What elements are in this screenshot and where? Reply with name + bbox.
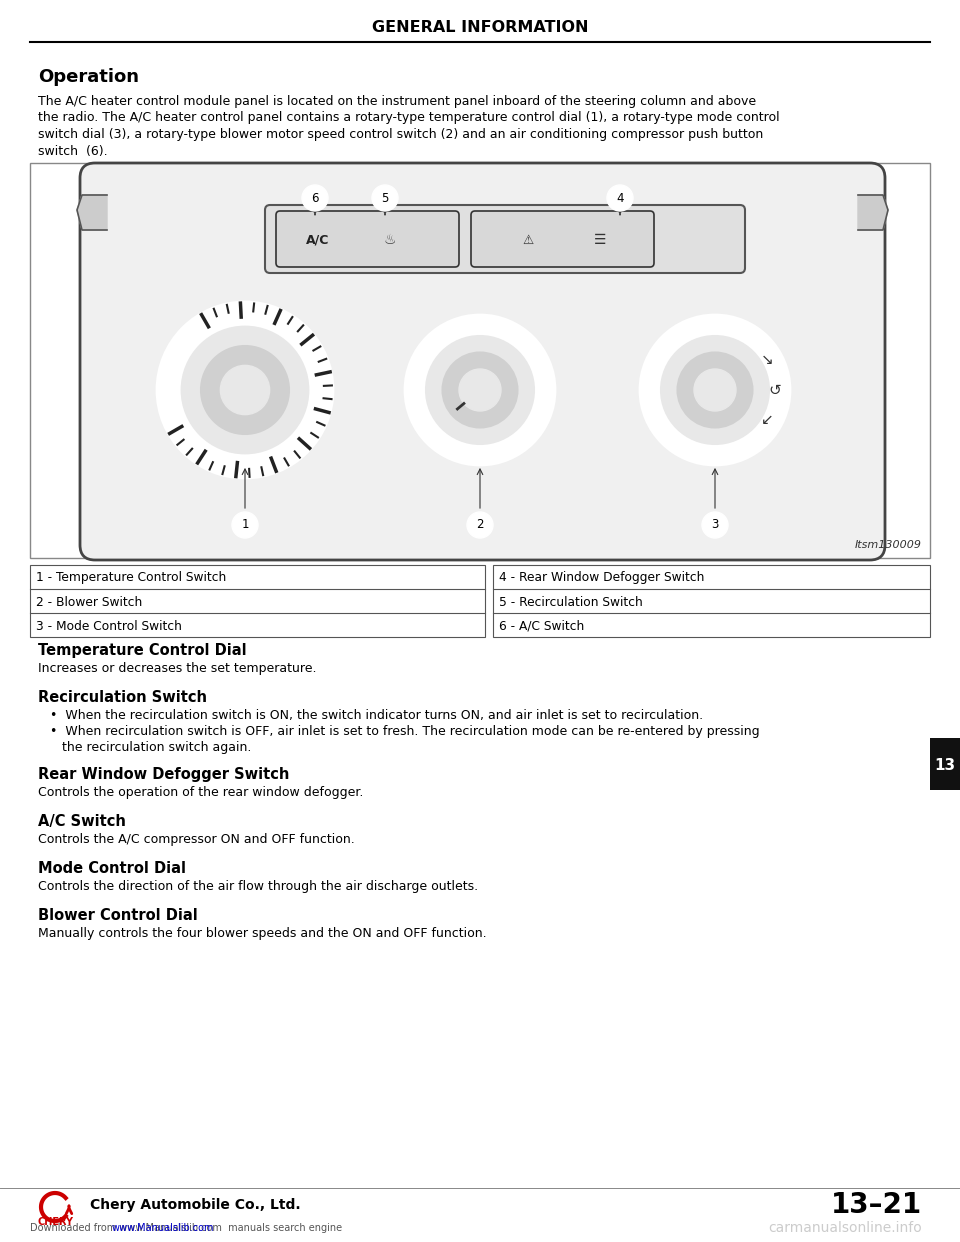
Text: A/C: A/C — [306, 233, 329, 246]
Text: 5 - Recirculation Switch: 5 - Recirculation Switch — [499, 595, 643, 609]
Text: ↺: ↺ — [769, 383, 781, 397]
Text: 1 - Temperature Control Switch: 1 - Temperature Control Switch — [36, 571, 227, 585]
Text: A/C Switch: A/C Switch — [38, 814, 126, 828]
Circle shape — [181, 327, 308, 453]
Circle shape — [372, 185, 398, 211]
Bar — [493, 565, 930, 637]
Text: 13: 13 — [934, 758, 955, 773]
Text: Operation: Operation — [38, 68, 139, 86]
Circle shape — [302, 185, 328, 211]
Text: Controls the direction of the air flow through the air discharge outlets.: Controls the direction of the air flow t… — [38, 881, 478, 893]
Text: CHERY: CHERY — [37, 1217, 73, 1227]
Bar — [930, 738, 960, 790]
Text: carmanualsonline.info: carmanualsonline.info — [768, 1221, 922, 1235]
Circle shape — [157, 302, 333, 478]
Circle shape — [467, 512, 493, 538]
Circle shape — [607, 185, 633, 211]
FancyBboxPatch shape — [276, 211, 459, 267]
Text: switch dial (3), a rotary-type blower motor speed control switch (2) and an air : switch dial (3), a rotary-type blower mo… — [38, 128, 763, 142]
Text: ↙: ↙ — [760, 412, 774, 427]
Circle shape — [405, 315, 555, 465]
Text: the recirculation switch again.: the recirculation switch again. — [62, 741, 252, 754]
Bar — [30, 565, 485, 637]
Text: 2: 2 — [476, 518, 484, 532]
Text: Temperature Control Dial: Temperature Control Dial — [38, 643, 247, 658]
Text: Itsm130009: Itsm130009 — [855, 540, 922, 550]
Text: The A/C heater control module panel is located on the instrument panel inboard o: The A/C heater control module panel is l… — [38, 94, 756, 108]
Circle shape — [459, 369, 501, 411]
Text: ♨: ♨ — [384, 233, 396, 247]
Text: 6 - A/C Switch: 6 - A/C Switch — [499, 620, 585, 632]
Text: Controls the operation of the rear window defogger.: Controls the operation of the rear windo… — [38, 786, 364, 799]
Text: •  When the recirculation switch is ON, the switch indicator turns ON, and air i: • When the recirculation switch is ON, t… — [50, 709, 703, 722]
Text: Downloaded from www.Manualslib.com  manuals search engine: Downloaded from www.Manualslib.com manua… — [30, 1223, 342, 1233]
Circle shape — [232, 512, 258, 538]
Text: the radio. The A/C heater control panel contains a rotary-type temperature contr: the radio. The A/C heater control panel … — [38, 112, 780, 124]
Text: Blower Control Dial: Blower Control Dial — [38, 908, 198, 923]
Text: 2 - Blower Switch: 2 - Blower Switch — [36, 595, 142, 609]
Text: Recirculation Switch: Recirculation Switch — [38, 691, 207, 705]
Bar — [30, 163, 930, 558]
Text: Manually controls the four blower speeds and the ON and OFF function.: Manually controls the four blower speeds… — [38, 927, 487, 940]
Polygon shape — [858, 195, 888, 230]
Circle shape — [678, 353, 753, 427]
Text: GENERAL INFORMATION: GENERAL INFORMATION — [372, 21, 588, 36]
Text: Mode Control Dial: Mode Control Dial — [38, 861, 186, 876]
Circle shape — [640, 315, 790, 465]
Text: Controls the A/C compressor ON and OFF function.: Controls the A/C compressor ON and OFF f… — [38, 833, 355, 846]
Circle shape — [694, 369, 736, 411]
Text: switch  (6).: switch (6). — [38, 144, 108, 158]
Text: Increases or decreases the set temperature.: Increases or decreases the set temperatu… — [38, 662, 317, 674]
Text: 4: 4 — [616, 191, 624, 205]
Circle shape — [35, 1187, 75, 1227]
Circle shape — [702, 512, 728, 538]
Circle shape — [443, 353, 517, 427]
FancyBboxPatch shape — [471, 211, 654, 267]
Circle shape — [661, 337, 769, 443]
Text: 3 - Mode Control Switch: 3 - Mode Control Switch — [36, 620, 181, 632]
Circle shape — [201, 347, 289, 433]
Text: ☰: ☰ — [593, 233, 607, 247]
Text: ↘: ↘ — [760, 353, 774, 368]
Text: 5: 5 — [381, 191, 389, 205]
Text: 4 - Rear Window Defogger Switch: 4 - Rear Window Defogger Switch — [499, 571, 705, 585]
Circle shape — [426, 337, 534, 443]
Text: Chery Automobile Co., Ltd.: Chery Automobile Co., Ltd. — [90, 1199, 300, 1212]
FancyBboxPatch shape — [80, 163, 885, 560]
Circle shape — [221, 365, 270, 415]
FancyBboxPatch shape — [265, 205, 745, 273]
Text: Rear Window Defogger Switch: Rear Window Defogger Switch — [38, 768, 289, 782]
Text: 6: 6 — [311, 191, 319, 205]
Text: 13–21: 13–21 — [830, 1191, 922, 1218]
Text: ⚠: ⚠ — [522, 233, 534, 246]
Text: 3: 3 — [711, 518, 719, 532]
Text: www.Manualslib.com: www.Manualslib.com — [112, 1223, 214, 1233]
Polygon shape — [77, 195, 107, 230]
Text: •  When recirculation switch is OFF, air inlet is set to fresh. The recirculatio: • When recirculation switch is OFF, air … — [50, 725, 759, 738]
Text: 1: 1 — [241, 518, 249, 532]
